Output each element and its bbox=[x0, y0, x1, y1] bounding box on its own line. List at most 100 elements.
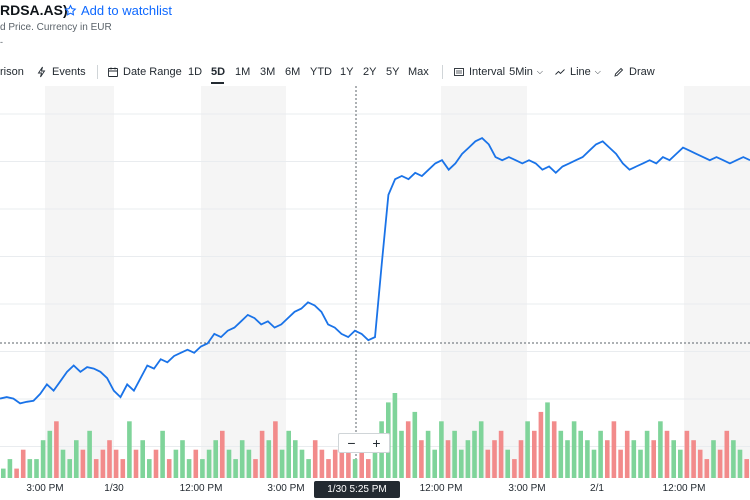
range-5d[interactable]: 5D bbox=[211, 66, 226, 78]
volume-bar bbox=[127, 421, 132, 478]
range-1y[interactable]: 1Y bbox=[340, 66, 354, 78]
volume-bar bbox=[173, 449, 179, 478]
x-axis: 3:00 PM 1/30 12:00 PM 3:00 PM 12:00 PM 3… bbox=[0, 478, 750, 500]
volume-bar bbox=[14, 468, 19, 478]
volume-bar bbox=[571, 421, 577, 478]
volume-bar bbox=[644, 430, 650, 478]
volume-bar bbox=[259, 430, 265, 478]
volume-bar bbox=[678, 449, 683, 478]
interval-dropdown[interactable]: Interval 5Min ⌵ bbox=[453, 62, 543, 82]
volume-bar bbox=[133, 449, 139, 478]
volume-bar bbox=[299, 449, 305, 478]
range-6m[interactable]: 6M bbox=[285, 66, 301, 78]
range-ytd[interactable]: YTD bbox=[310, 66, 332, 78]
price-line bbox=[0, 137, 750, 405]
price-currency-note: d Price. Currency in EUR bbox=[0, 22, 112, 33]
events-button[interactable]: Events bbox=[36, 62, 86, 82]
range-1d[interactable]: 1D bbox=[188, 66, 203, 78]
ticker-symbol: RDSA.AS) bbox=[0, 2, 68, 18]
volume-bar bbox=[624, 430, 630, 478]
quote-header: RDSA.AS) Add to watchlist d Price. Curre… bbox=[0, 0, 750, 56]
volume-bar bbox=[512, 459, 517, 478]
range-2y[interactable]: 2Y bbox=[363, 66, 377, 78]
volume-bar bbox=[160, 430, 165, 478]
add-to-watchlist-button[interactable]: Add to watchlist bbox=[64, 3, 172, 18]
zoom-out-button[interactable]: − bbox=[347, 435, 356, 451]
volume-bar bbox=[93, 459, 99, 478]
volume-bar bbox=[54, 421, 59, 478]
volume-bar bbox=[412, 411, 418, 478]
volume-bar bbox=[445, 440, 451, 478]
line-chart-icon bbox=[555, 69, 565, 75]
interval-label: Interval bbox=[469, 66, 506, 78]
volume-bar bbox=[405, 421, 411, 478]
volume-bar bbox=[206, 449, 212, 478]
volume-bar bbox=[459, 449, 464, 478]
range-5y[interactable]: 5Y bbox=[386, 66, 400, 78]
x-tick-label: 2/1 bbox=[590, 483, 604, 494]
price-chart[interactable] bbox=[0, 86, 750, 478]
session-band bbox=[45, 86, 114, 478]
volume-bar bbox=[266, 440, 272, 478]
volume-bar bbox=[711, 440, 716, 478]
zoom-in-button[interactable]: + bbox=[372, 435, 381, 451]
volume-bar bbox=[558, 430, 564, 478]
draw-button[interactable]: Draw bbox=[613, 62, 655, 82]
volume-bar bbox=[605, 440, 610, 478]
session-band bbox=[201, 86, 286, 478]
volume-bar bbox=[279, 449, 285, 478]
volume-bar bbox=[585, 440, 590, 478]
add-to-watchlist-label: Add to watchlist bbox=[81, 3, 173, 18]
volume-bar bbox=[253, 459, 258, 478]
volume-bar bbox=[717, 449, 723, 478]
volume-bar bbox=[80, 449, 86, 478]
chevron-down-icon: ⌵ bbox=[594, 67, 601, 76]
volume-bar bbox=[578, 430, 583, 478]
volume-bar bbox=[704, 459, 710, 478]
volume-bar bbox=[724, 430, 730, 478]
volume-bar bbox=[419, 440, 424, 478]
volume-bar bbox=[1, 468, 6, 478]
volume-bar bbox=[220, 430, 225, 478]
date-range-label: Date Range bbox=[123, 66, 182, 78]
x-tick-label: 3:00 PM bbox=[508, 483, 546, 494]
volume-bar bbox=[107, 440, 112, 478]
volume-bar bbox=[691, 440, 696, 478]
volume-bar bbox=[399, 430, 404, 478]
volume-bar bbox=[658, 421, 663, 478]
volume-bar bbox=[671, 440, 676, 478]
active-range-underline bbox=[211, 82, 224, 84]
volume-bar bbox=[166, 459, 172, 478]
volume-bar bbox=[744, 459, 749, 478]
volume-bar bbox=[186, 459, 192, 478]
range-max[interactable]: Max bbox=[408, 66, 429, 78]
x-tick-label: 3:00 PM bbox=[267, 483, 305, 494]
draw-label: Draw bbox=[629, 66, 655, 78]
range-3m[interactable]: 3M bbox=[260, 66, 276, 78]
volume-bar bbox=[598, 430, 603, 478]
volume-bar bbox=[34, 459, 39, 478]
volume-bar bbox=[684, 430, 690, 478]
comparison-button[interactable]: rison bbox=[0, 62, 24, 82]
volume-bar bbox=[352, 459, 358, 478]
volume-bar bbox=[147, 459, 152, 478]
volume-bar bbox=[372, 449, 378, 478]
volume-bar bbox=[332, 449, 338, 478]
session-band bbox=[441, 86, 527, 478]
volume-bar bbox=[100, 449, 106, 478]
volume-bar bbox=[439, 421, 444, 478]
range-1m[interactable]: 1M bbox=[235, 66, 251, 78]
volume-bar bbox=[425, 430, 431, 478]
chart-type-dropdown[interactable]: Line ⌵ bbox=[554, 62, 601, 82]
volume-bar bbox=[27, 459, 33, 478]
volume-bar bbox=[359, 449, 364, 478]
date-range-button[interactable]: Date Range bbox=[107, 62, 182, 82]
volume-bar bbox=[140, 440, 145, 478]
volume-bar bbox=[525, 421, 530, 478]
volume-bar bbox=[87, 430, 92, 478]
volume-bar bbox=[286, 430, 291, 478]
volume-bar bbox=[226, 449, 232, 478]
volume-bar bbox=[737, 449, 743, 478]
volume-bar bbox=[326, 459, 331, 478]
volume-bar bbox=[611, 421, 617, 478]
